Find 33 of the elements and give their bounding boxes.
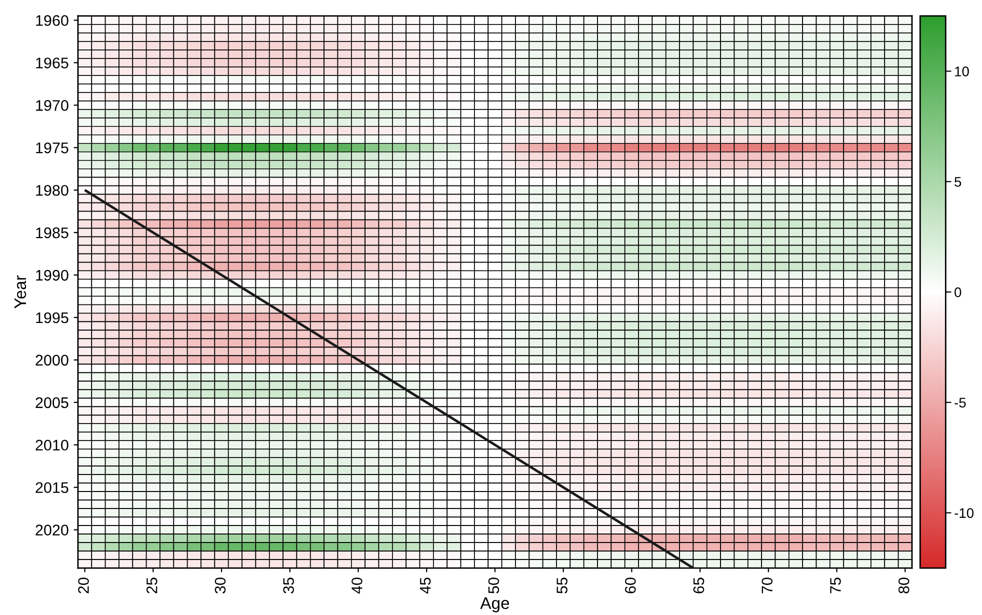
y-tick-label: 1995 xyxy=(36,312,68,324)
y-tick-label: 1980 xyxy=(36,184,68,196)
y-tick-label: 2000 xyxy=(36,354,68,366)
x-tick-label: 25 xyxy=(146,578,158,594)
y-tick-label: 2015 xyxy=(36,482,68,494)
x-axis-title: Age xyxy=(480,597,510,612)
y-tick-label: 2020 xyxy=(36,524,68,536)
x-tick-label: 80 xyxy=(898,578,910,594)
y-tick-label: 1990 xyxy=(36,270,68,281)
y-tick-label: 1970 xyxy=(36,100,68,111)
x-tick-label: 75 xyxy=(830,578,841,594)
color-bar-label: -10 xyxy=(954,508,974,518)
color-bar-label: -5 xyxy=(954,398,966,408)
x-tick-label: 50 xyxy=(488,578,500,594)
color-bar-label: 0 xyxy=(954,287,962,298)
x-tick-label: 65 xyxy=(693,578,704,594)
x-tick-label: 35 xyxy=(283,578,294,594)
x-tick-label: 55 xyxy=(556,578,568,594)
y-tick-label: 1985 xyxy=(36,227,68,238)
x-tick-label: 40 xyxy=(352,578,362,594)
y-tick-label: 1960 xyxy=(36,15,68,26)
x-tick-label: 60 xyxy=(624,578,636,594)
x-tick-label: 70 xyxy=(762,578,773,594)
color-bar-label: 5 xyxy=(954,177,962,187)
y-tick-label: 2005 xyxy=(36,397,68,408)
x-tick-label: 20 xyxy=(78,578,89,594)
x-tick-label: 30 xyxy=(214,578,226,594)
y-axis-title: Year xyxy=(14,275,26,308)
y-tick-label: 1965 xyxy=(36,58,68,68)
y-tick-label: 1975 xyxy=(36,142,68,154)
x-tick-label: 45 xyxy=(420,578,431,594)
y-tick-label: 2010 xyxy=(36,440,68,451)
color-bar-label: 10 xyxy=(955,66,969,76)
